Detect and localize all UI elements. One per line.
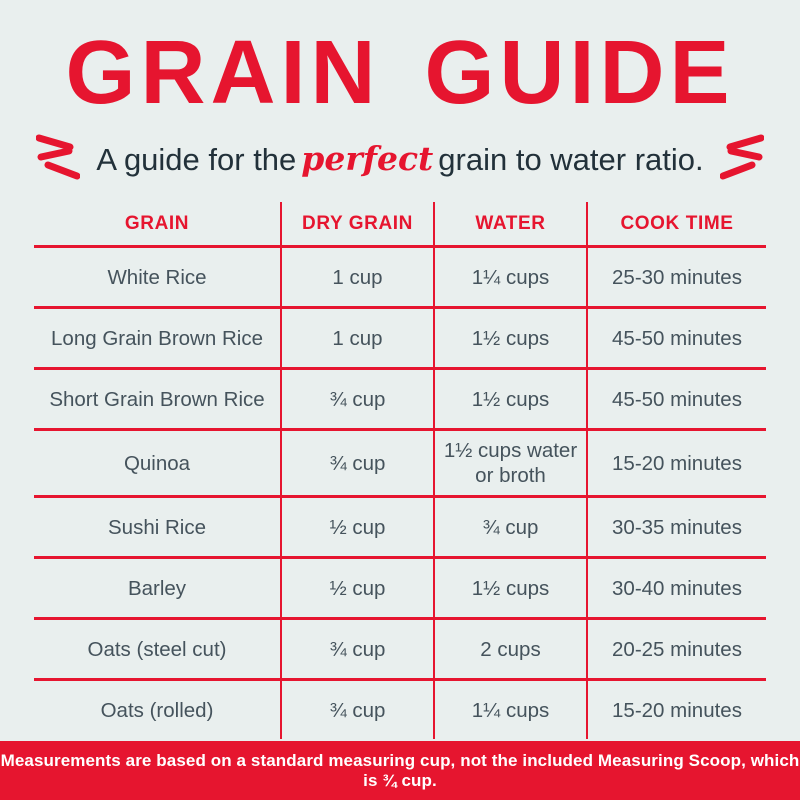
cell-cook-time: 45-50 minutes (612, 326, 742, 350)
table-row-white-rice: White Rice 1 cup 1¼ cups 25-30 minutes (34, 248, 766, 309)
column-header-dry-grain: DRY GRAIN (282, 202, 435, 245)
cell-dry-grain: ½ cup (282, 559, 435, 617)
cell-grain: Sushi Rice (34, 498, 282, 556)
cell-water: 1½ cups (435, 370, 588, 428)
cell-dry-grain: 1 cup (282, 248, 435, 306)
cell-cook-time: 20-25 minutes (612, 637, 742, 661)
cell-water: 2 cups (435, 620, 588, 678)
cell-cook-time: 45-50 minutes (612, 387, 742, 411)
cell-grain: Barley (34, 559, 282, 617)
cell-water: 1¼ cups (435, 681, 588, 739)
cell-cook-time: 30-40 minutes (612, 576, 742, 600)
table-row-short-grain-brown-rice: Short Grain Brown Rice ¾ cup 1½ cups 45-… (34, 370, 766, 431)
cell-grain: Oats (rolled) (34, 681, 282, 739)
emphasis-burst-left-icon (36, 134, 81, 180)
cell-grain: Short Grain Brown Rice (34, 370, 282, 428)
cell-grain: Oats (steel cut) (34, 620, 282, 678)
subtitle-prefix: A guide for the (96, 141, 297, 177)
cell-water: 1½ cups water or broth (435, 431, 588, 495)
table-row-oats-rolled: Oats (rolled) ¾ cup 1¼ cups 15-20 minute… (34, 681, 766, 739)
cell-cook-time: 25-30 minutes (612, 265, 742, 289)
cell-dry-grain: 1 cup (282, 309, 435, 367)
page-title: GRAIN GUIDE (65, 23, 735, 123)
subtitle-highlight: perfect (301, 138, 434, 178)
cell-cook-time: 15-20 minutes (612, 451, 742, 475)
cell-grain: Long Grain Brown Rice (34, 309, 282, 367)
footer-note: Measurements are based on a standard mea… (0, 750, 800, 790)
cell-dry-grain: ¾ cup (282, 370, 435, 428)
table-header-row: GRAIN DRY GRAIN WATER COOK TIME (34, 202, 766, 248)
column-header-cook-time: COOK TIME (620, 212, 734, 234)
table-row-barley: Barley ½ cup 1½ cups 30-40 minutes (34, 559, 766, 620)
cell-grain: Quinoa (34, 431, 282, 495)
column-header-water: WATER (435, 202, 588, 245)
subtitle: A guide for the perfect grain to water rat… (0, 126, 800, 190)
table-row-sushi-rice: Sushi Rice ½ cup ¾ cup 30-35 minutes (34, 498, 766, 559)
grain-table: GRAIN DRY GRAIN WATER COOK TIME White Ri… (34, 202, 766, 739)
footer-note-bar: Measurements are based on a standard mea… (0, 741, 800, 800)
cell-water: ¾ cup (435, 498, 588, 556)
cell-dry-grain: ¾ cup (282, 620, 435, 678)
cell-cook-time: 30-35 minutes (612, 515, 742, 539)
table-row-oats-steel-cut: Oats (steel cut) ¾ cup 2 cups 20-25 minu… (34, 620, 766, 681)
cell-grain: White Rice (34, 248, 282, 306)
subtitle-suffix: grain to water ratio. (438, 141, 704, 177)
subtitle-text: A guide for the perfect grain to water rat… (96, 139, 703, 178)
emphasis-burst-right-icon (719, 134, 764, 180)
cell-cook-time: 15-20 minutes (612, 698, 742, 722)
cell-water: 1¼ cups (435, 248, 588, 306)
cell-dry-grain: ¾ cup (282, 681, 435, 739)
cell-dry-grain: ¾ cup (282, 431, 435, 495)
cell-water: 1½ cups (435, 309, 588, 367)
table-row-long-grain-brown-rice: Long Grain Brown Rice 1 cup 1½ cups 45-5… (34, 309, 766, 370)
cell-water: 1½ cups (435, 559, 588, 617)
table-row-quinoa: Quinoa ¾ cup 1½ cups water or broth 15-2… (34, 431, 766, 498)
column-header-grain: GRAIN (34, 202, 282, 245)
cell-dry-grain: ½ cup (282, 498, 435, 556)
